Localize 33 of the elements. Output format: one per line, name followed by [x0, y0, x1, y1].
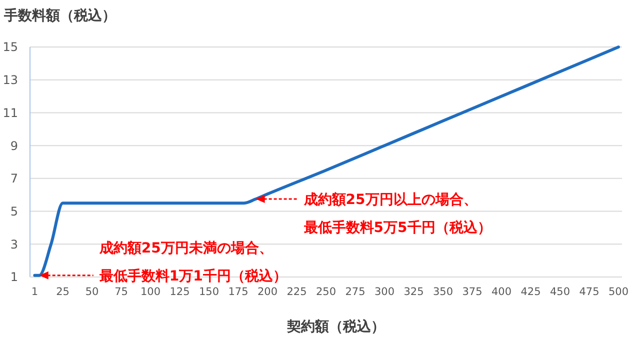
- y-tick-label: 3: [10, 237, 18, 252]
- x-tick-label: 450: [550, 286, 570, 298]
- x-tick-label: 225: [286, 286, 307, 298]
- x-tick-label: 500: [608, 286, 629, 298]
- x-tick-label: 250: [316, 286, 336, 298]
- annotation: 成約額25万円未満の場合、最低手数料1万1千円（税込）: [98, 239, 287, 284]
- x-tick-label: 150: [198, 286, 220, 298]
- x-tick-label: 1: [31, 286, 38, 298]
- y-tick-label: 15: [2, 40, 18, 54]
- x-tick-label: 475: [579, 286, 600, 298]
- annotation: 成約額25万円以上の場合、最低手数料5万5千円（税込）: [302, 190, 492, 236]
- x-tick-label: 200: [257, 286, 278, 298]
- x-tick-label: 350: [432, 286, 454, 298]
- x-tick-label: 100: [140, 286, 161, 298]
- x-tick-label: 50: [85, 286, 99, 298]
- y-axis-title: 手数料額（税込）: [3, 7, 116, 24]
- x-tick-label: 400: [491, 286, 512, 298]
- y-tick-label: 9: [10, 138, 18, 153]
- y-tick-label: 1: [10, 270, 18, 284]
- x-tick-label: 75: [114, 286, 128, 298]
- y-tick-label: 13: [2, 73, 18, 88]
- y-tick-label: 7: [10, 172, 18, 186]
- x-tick-label: 275: [345, 286, 366, 298]
- x-tick-label: 125: [170, 286, 190, 298]
- x-tick-label: 25: [56, 286, 70, 298]
- y-tick-label: 11: [2, 106, 18, 120]
- x-tick-label: 300: [374, 286, 395, 298]
- x-tick-label: 175: [228, 286, 248, 298]
- y-tick-label: 5: [10, 204, 18, 218]
- x-tick-label: 375: [462, 286, 482, 298]
- x-axis-title: 契約額（税込）: [286, 318, 385, 335]
- x-tick-label: 325: [404, 286, 424, 298]
- x-tick-label: 425: [520, 286, 541, 298]
